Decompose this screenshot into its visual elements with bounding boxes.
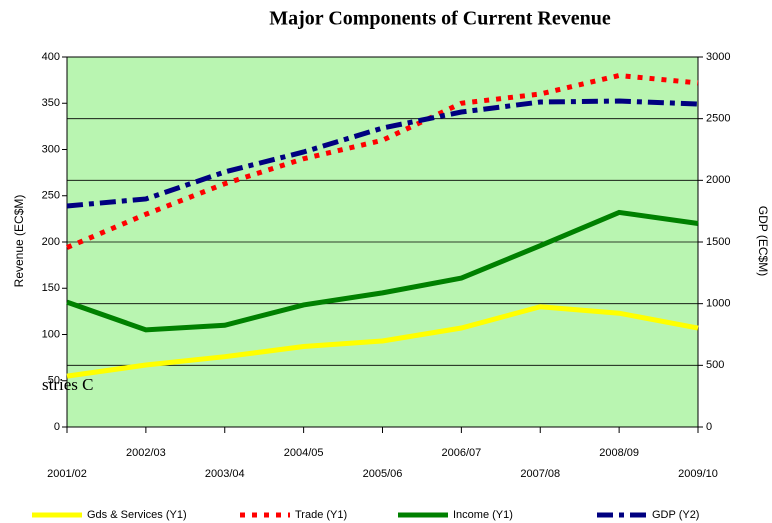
x-tick-label: 2009/10	[678, 468, 718, 480]
x-tick-label: 2002/03	[126, 447, 166, 459]
annotation: stries C	[42, 375, 93, 394]
legend-label: Trade (Y1)	[295, 509, 347, 521]
y2-tick-label: 1500	[706, 236, 730, 248]
y-axis-label: Revenue (EC$M)	[12, 195, 26, 288]
x-tick-label: 2004/05	[284, 447, 324, 459]
legend-label: GDP (Y2)	[652, 509, 699, 521]
x-tick-label: 2007/08	[520, 468, 560, 480]
y2-tick-label: 0	[706, 421, 712, 433]
x-tick-label: 2006/07	[441, 447, 481, 459]
y2-tick-label: 2500	[706, 113, 730, 125]
y-tick-label: 400	[42, 51, 60, 63]
y-tick-label: 350	[42, 97, 60, 109]
legend-label: Income (Y1)	[453, 509, 513, 521]
y-tick-label: 50	[48, 375, 60, 387]
x-tick-label: 2005/06	[363, 468, 403, 480]
legend-label: Gds & Services (Y1)	[87, 509, 187, 521]
y2-axis-label: GDP (EC$M)	[756, 206, 770, 276]
series-line	[66, 98, 699, 209]
y2-tick-label: 1000	[706, 298, 730, 310]
y-tick-label: 300	[42, 143, 60, 155]
y-tick-label: 200	[42, 236, 60, 248]
x-tick-label: 2001/02	[47, 468, 87, 480]
x-tick-label: 2003/04	[205, 468, 245, 480]
y2-tick-label: 500	[706, 359, 724, 371]
x-tick-label: 2008/09	[599, 447, 639, 459]
series-line	[66, 72, 699, 250]
y2-tick-label: 2000	[706, 174, 730, 186]
y-tick-label: 100	[42, 328, 60, 340]
series-line	[66, 304, 699, 379]
series-line	[66, 209, 699, 333]
chart-title: Major Components of Current Revenue	[269, 8, 611, 30]
y2-tick-label: 3000	[706, 51, 730, 63]
y-tick-label: 250	[42, 190, 60, 202]
y-tick-label: 150	[42, 282, 60, 294]
y-tick-label: 0	[54, 421, 60, 433]
